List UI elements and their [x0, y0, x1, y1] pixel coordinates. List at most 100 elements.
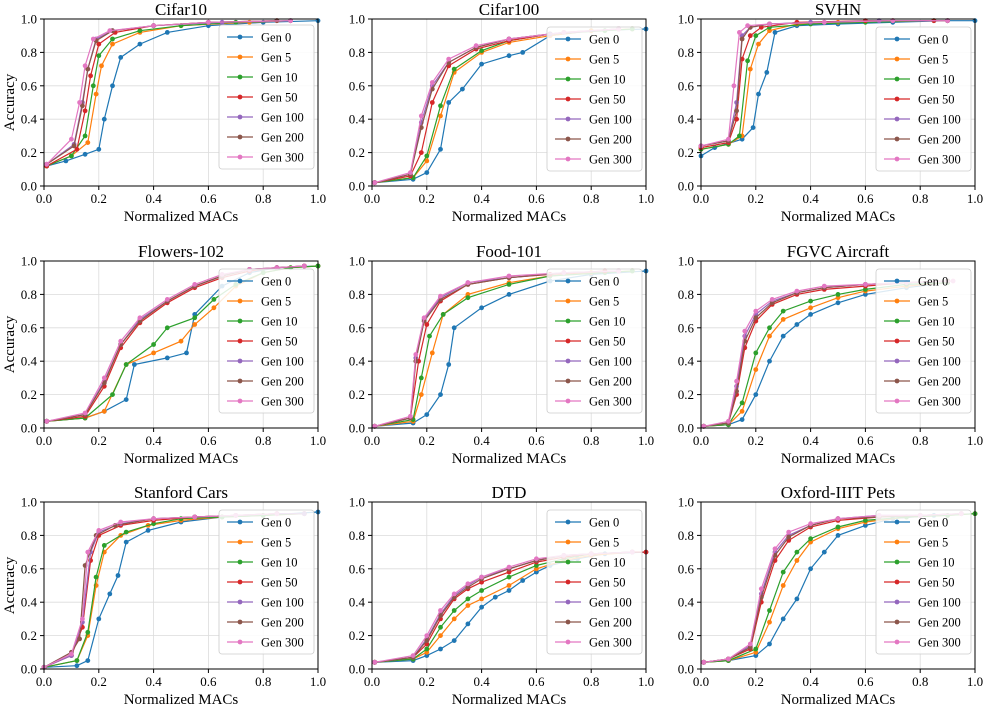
y-tick-label: 1.0 [21, 12, 37, 27]
data-point [835, 533, 841, 538]
y-tick-label: 0.2 [678, 387, 694, 402]
data-point [82, 133, 88, 139]
legend-entry: Gen 300 [918, 636, 961, 650]
chart-title: FGVC Aircraft [787, 242, 890, 261]
data-point [780, 308, 786, 314]
data-point [520, 578, 526, 583]
legend-marker [894, 539, 900, 545]
x-tick-label: 0.2 [419, 674, 435, 689]
data-point [506, 564, 512, 570]
data-point [206, 19, 211, 25]
data-point [808, 305, 813, 311]
y-tick-label: 0.6 [678, 78, 695, 93]
x-tick-label: 0.8 [255, 191, 271, 206]
legend-entry: Gen 10 [589, 556, 625, 570]
legend: Gen 0 Gen 5 Gen 10 Gen 50 Gen 100 Gen 200 Gen … [546, 268, 643, 414]
legend-marker [565, 136, 571, 142]
x-tick-label: 0.4 [473, 191, 490, 206]
x-axis-label: Normalized MACs [781, 692, 896, 707]
legend-entry: Gen 300 [918, 395, 961, 409]
data-point [69, 651, 74, 657]
legend-entry: Gen 100 [261, 596, 304, 610]
legend-marker [894, 56, 900, 62]
x-tick-label: 1.0 [310, 674, 326, 689]
legend-box [875, 26, 972, 172]
chart-panel: 0.0 0.2 0.4 0.6 0.8 1.0 0.0 0.2 0.4 0.6 0.8 1.0 FGVC… [678, 242, 983, 467]
chart-title: SVHN [815, 0, 861, 19]
legend: Gen 0 Gen 5 Gen 10 Gen 50 Gen 100 Gen 200 Gen … [218, 509, 315, 655]
data-point [747, 641, 753, 647]
legend-entry: Gen 0 [589, 516, 619, 530]
data-point [772, 30, 778, 35]
x-tick-label: 0.8 [912, 674, 928, 689]
data-point [794, 596, 800, 602]
legend-entry: Gen 0 [589, 275, 619, 289]
x-tick-label: 0.6 [857, 191, 874, 206]
legend-marker [237, 318, 243, 324]
data-point [151, 23, 157, 29]
data-point [769, 300, 775, 306]
legend-entry: Gen 0 [918, 516, 948, 530]
legend-entry: Gen 300 [261, 395, 304, 409]
data-point [429, 350, 435, 356]
legend-box [546, 26, 643, 172]
legend-marker [237, 398, 243, 404]
data-point [734, 108, 739, 114]
legend-entry: Gen 200 [918, 616, 961, 630]
legend-marker [565, 56, 571, 62]
y-tick-label: 0.0 [678, 179, 694, 194]
legend-entry: Gen 200 [261, 616, 304, 630]
data-point [780, 616, 786, 622]
data-point [164, 297, 170, 302]
data-point [465, 584, 471, 590]
chart-panel: 0.0 0.2 0.4 0.6 0.8 1.0 0.0 0.2 0.4 0.6 0.8 1.0 Oxfo… [678, 483, 983, 707]
data-point [786, 534, 792, 540]
data-point [438, 608, 443, 613]
chart-title: DTD [492, 483, 527, 502]
legend-entry: Gen 200 [918, 133, 961, 147]
data-point [506, 282, 512, 287]
data-point [44, 418, 50, 424]
data-point [410, 653, 416, 658]
legend-marker [894, 559, 900, 565]
legend-marker [565, 116, 571, 122]
legend-entry: Gen 0 [918, 275, 948, 289]
data-point [479, 48, 484, 54]
data-point [863, 282, 868, 287]
legend-entry: Gen 10 [261, 315, 297, 329]
y-tick-label: 0.8 [349, 45, 365, 60]
data-point [85, 140, 91, 146]
legend-marker [237, 378, 243, 384]
data-point [821, 19, 827, 25]
legend-box [218, 24, 315, 170]
data-point [786, 529, 792, 535]
data-point [413, 352, 419, 357]
x-tick-label: 0.6 [528, 433, 545, 448]
data-point [739, 417, 745, 422]
data-point [479, 305, 484, 311]
data-point [835, 300, 841, 306]
data-point [835, 292, 841, 297]
data-point [408, 413, 413, 419]
series-line [703, 282, 948, 427]
data-point [101, 375, 107, 381]
legend-marker [565, 539, 571, 545]
x-tick-label: 1.0 [310, 433, 326, 448]
y-tick-label: 0.6 [21, 320, 38, 335]
x-axis-label: Normalized MACs [781, 451, 896, 467]
data-point [465, 581, 471, 587]
data-point [85, 658, 91, 663]
y-tick-label: 1.0 [349, 254, 365, 269]
legend-box [218, 268, 315, 414]
legend-marker [894, 156, 900, 162]
x-axis-label: Normalized MACs [124, 209, 239, 225]
data-point [734, 116, 739, 122]
data-point [151, 342, 157, 347]
data-point [90, 36, 96, 42]
y-tick-label: 1.0 [349, 12, 365, 27]
data-point [479, 604, 484, 610]
data-point [137, 41, 143, 47]
data-point [767, 333, 772, 339]
x-tick-label: 1.0 [967, 433, 983, 448]
data-point [945, 18, 950, 24]
